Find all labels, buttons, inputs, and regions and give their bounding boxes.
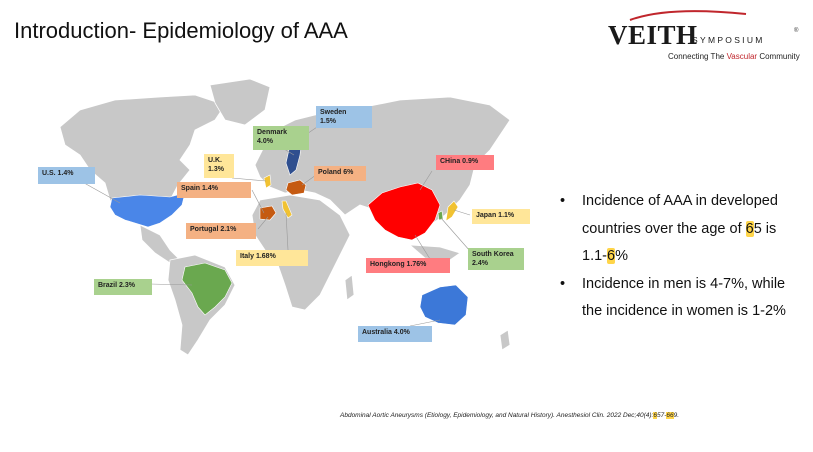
greenland-land xyxy=(209,78,271,126)
italy-shape xyxy=(281,200,293,219)
madagascar-land xyxy=(344,274,355,301)
us-shape xyxy=(109,192,186,228)
label-south-korea: South Korea 2.4% xyxy=(468,248,524,270)
world-map xyxy=(59,78,511,356)
logo-registered: ® xyxy=(794,28,799,34)
logo-wordmark: VEITH xyxy=(608,20,698,50)
tagline-accent: Vascular xyxy=(726,52,758,61)
bullet-item: • Incidence of AAA in developed countrie… xyxy=(560,188,800,271)
citation-highlight: 6 xyxy=(653,412,657,419)
new-zealand-land xyxy=(499,329,511,351)
bullet-text-part: 5 is 1.1- xyxy=(582,220,777,265)
citation-text: 57- xyxy=(656,412,667,419)
bullet-list: • Incidence of AAA in developed countrie… xyxy=(560,188,800,326)
bullet-highlight: 6 xyxy=(607,248,616,264)
japan-shape xyxy=(445,200,459,222)
slide-title: Introduction- Epidemiology of AAA xyxy=(14,18,348,43)
citation-text: Abdominal Aortic Aneurysms (Etiology, Ep… xyxy=(340,412,654,419)
label-poland: Poland 6% xyxy=(314,166,366,181)
bullet-text-part: Incidence of AAA in developed countries … xyxy=(582,193,778,237)
label-us: U.S. 1.4% xyxy=(38,167,95,184)
logo-symposium: SYMPOSIUM xyxy=(692,35,765,45)
bullet-highlight: 6 xyxy=(745,220,754,237)
citation-highlight: 66 xyxy=(666,412,674,419)
label-spain: Spain 1.4% xyxy=(177,182,251,198)
logo-swoosh-icon xyxy=(629,10,747,21)
bullet-marker: • xyxy=(560,275,566,292)
bullet-text-part: Incidence in men is 4-7%, while the inci… xyxy=(582,275,786,320)
korea-shape xyxy=(437,210,444,221)
bullet-marker: • xyxy=(560,193,566,209)
label-japan: Japan 1.1% xyxy=(472,209,530,224)
label-uk: U.K. 1.3% xyxy=(204,154,234,178)
bullet-text-part: % xyxy=(615,248,628,264)
veith-symposium-logo: VEITH SYMPOSIUM ® Connecting The Vascula… xyxy=(608,8,803,64)
citation-text: 9. xyxy=(673,412,680,419)
se-asia-land xyxy=(408,244,461,261)
poland-shape xyxy=(285,179,307,196)
logo-tagline: Connecting The Vascular Community xyxy=(668,52,800,61)
tagline-prefix: Connecting The xyxy=(668,52,727,61)
label-sweden: Sweden 1.5% xyxy=(316,106,372,128)
label-hongkong: Hongkong 1.76% xyxy=(366,258,450,273)
label-denmark: Denmark 4.0% xyxy=(253,126,309,150)
label-brazil: Brazil 2.3% xyxy=(94,279,152,295)
central-america-land xyxy=(139,224,181,264)
label-italy: Italy 1.68% xyxy=(236,250,308,266)
label-australia: Australia 4.0% xyxy=(358,326,432,342)
uk-shape xyxy=(263,174,272,189)
spain-shape xyxy=(259,205,277,221)
bullet-item: • Incidence in men is 4-7%, while the in… xyxy=(560,271,800,326)
brazil-shape xyxy=(181,262,233,316)
australia-shape xyxy=(419,284,469,326)
china-shape xyxy=(367,182,441,241)
label-china: CHina 0.9% xyxy=(436,155,494,170)
citation: Abdominal Aortic Aneurysms (Etiology, Ep… xyxy=(340,412,679,419)
label-portugal: Portugal 2.1% xyxy=(186,223,256,239)
tagline-suffix: Community xyxy=(757,52,800,61)
